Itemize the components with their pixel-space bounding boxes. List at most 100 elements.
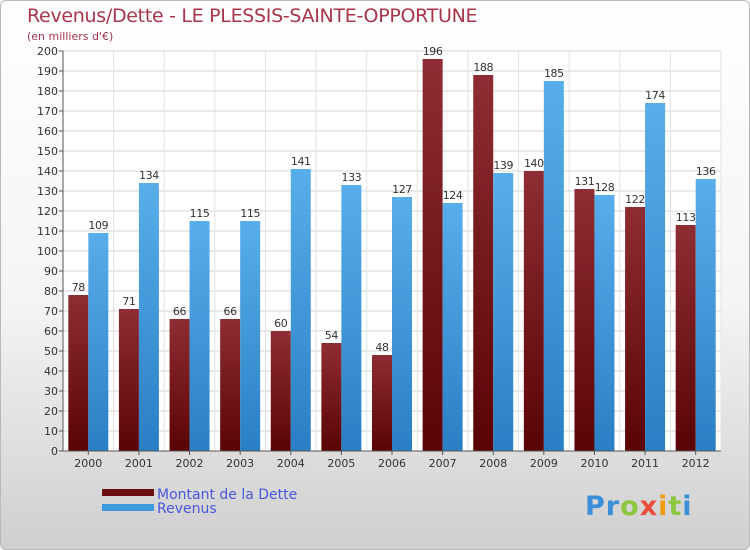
logo-letter: t bbox=[668, 491, 683, 522]
y-tick-label: 120 bbox=[37, 205, 58, 218]
bar-debt bbox=[473, 75, 494, 451]
bar-revenue bbox=[290, 169, 311, 451]
data-label-debt: 188 bbox=[473, 61, 493, 74]
y-tick-label: 90 bbox=[44, 265, 58, 278]
chart-subtitle: (en milliers d'€) bbox=[27, 30, 114, 43]
y-tick-label: 10 bbox=[44, 425, 58, 438]
data-label-debt: 66 bbox=[173, 305, 187, 318]
legend-label-debt: Montant de la Dette bbox=[157, 487, 298, 503]
x-tick-label: 2004 bbox=[277, 457, 305, 470]
y-tick-label: 70 bbox=[44, 305, 58, 318]
bar-debt bbox=[321, 343, 342, 451]
bar-revenue bbox=[543, 81, 564, 451]
y-tick-label: 140 bbox=[37, 165, 58, 178]
data-label-revenue: 141 bbox=[291, 155, 311, 168]
x-tick-label: 2006 bbox=[378, 457, 406, 470]
legend-label-revenue: Revenus bbox=[157, 501, 217, 517]
y-tick-label: 150 bbox=[37, 145, 58, 158]
legend-swatch-revenue bbox=[102, 504, 154, 511]
data-label-debt: 140 bbox=[524, 157, 544, 170]
bar-debt bbox=[625, 207, 646, 451]
proxiti-logo: Proxiti bbox=[585, 491, 693, 522]
data-label-revenue: 133 bbox=[341, 171, 361, 184]
y-tick-label: 50 bbox=[44, 345, 58, 358]
x-tick-label: 2008 bbox=[479, 457, 507, 470]
bar-revenue bbox=[594, 195, 615, 451]
bar-debt bbox=[68, 295, 89, 451]
bar-revenue bbox=[240, 221, 261, 451]
data-label-revenue: 124 bbox=[443, 189, 463, 202]
bar-debt bbox=[422, 59, 443, 451]
y-tick-label: 190 bbox=[37, 65, 58, 78]
bar-revenue bbox=[695, 179, 716, 451]
data-label-revenue: 139 bbox=[493, 159, 513, 172]
data-label-debt: 48 bbox=[375, 341, 389, 354]
logo-letter: i bbox=[658, 491, 669, 522]
bar-revenue bbox=[392, 197, 412, 451]
data-label-revenue: 109 bbox=[88, 219, 108, 232]
bar-revenue bbox=[88, 233, 109, 451]
bar-debt bbox=[270, 331, 291, 451]
data-label-revenue: 174 bbox=[645, 89, 665, 102]
data-label-debt: 66 bbox=[224, 305, 238, 318]
data-label-debt: 113 bbox=[676, 211, 696, 224]
data-label-revenue: 134 bbox=[139, 169, 159, 182]
bar-debt bbox=[372, 355, 392, 451]
bar-debt bbox=[523, 171, 544, 451]
data-label-debt: 54 bbox=[325, 329, 339, 342]
x-tick-label: 2002 bbox=[176, 457, 204, 470]
data-label-debt: 196 bbox=[423, 45, 443, 58]
bar-revenue bbox=[138, 183, 159, 451]
bar-revenue bbox=[493, 173, 514, 451]
x-tick-label: 2005 bbox=[327, 457, 355, 470]
data-labels: 78 109 71 134 66 115 66 115 60 141 54 133 48 127 196 12… bbox=[72, 45, 717, 354]
y-tick-label: 160 bbox=[37, 125, 58, 138]
data-label-revenue: 115 bbox=[190, 207, 210, 220]
data-label-debt: 78 bbox=[72, 281, 86, 294]
data-label-debt: 131 bbox=[575, 175, 595, 188]
bar-revenue bbox=[189, 221, 210, 451]
y-tick-label: 170 bbox=[37, 105, 58, 118]
x-tick-label: 2001 bbox=[125, 457, 153, 470]
y-tick-label: 40 bbox=[44, 365, 58, 378]
data-label-revenue: 127 bbox=[392, 183, 412, 196]
y-tick-label: 20 bbox=[44, 405, 58, 418]
bar-revenue bbox=[442, 203, 463, 451]
logo-letter: o bbox=[620, 491, 640, 522]
data-label-revenue: 115 bbox=[240, 207, 260, 220]
bar-debt bbox=[675, 225, 696, 451]
data-label-revenue: 128 bbox=[595, 181, 615, 194]
y-tick-label: 0 bbox=[51, 445, 58, 458]
y-tick-label: 200 bbox=[37, 45, 58, 58]
x-tick-label: 2009 bbox=[530, 457, 558, 470]
y-tick-label: 60 bbox=[44, 325, 58, 338]
x-tick-label: 2010 bbox=[580, 457, 608, 470]
y-tick-label: 80 bbox=[44, 285, 58, 298]
x-tick-label: 2011 bbox=[631, 457, 659, 470]
legend-swatch-debt bbox=[102, 489, 154, 496]
bar-debt bbox=[574, 189, 595, 451]
bar-debt bbox=[169, 319, 190, 451]
bars bbox=[68, 59, 716, 451]
x-tick-label: 2003 bbox=[226, 457, 254, 470]
logo-letter: i bbox=[682, 491, 693, 522]
logo-letter: r bbox=[605, 491, 621, 522]
x-tick-label: 2000 bbox=[74, 457, 102, 470]
y-tick-label: 180 bbox=[37, 85, 58, 98]
data-label-debt: 60 bbox=[274, 317, 288, 330]
data-label-revenue: 136 bbox=[696, 165, 716, 178]
y-tick-label: 130 bbox=[37, 185, 58, 198]
y-tick-label: 110 bbox=[37, 225, 58, 238]
logo-letter: P bbox=[585, 491, 606, 522]
x-tick-label: 2007 bbox=[429, 457, 457, 470]
logo-letter: x bbox=[639, 491, 659, 522]
data-label-revenue: 185 bbox=[544, 67, 564, 80]
x-tick-label: 2012 bbox=[682, 457, 710, 470]
data-label-debt: 71 bbox=[122, 295, 135, 308]
bar-debt bbox=[220, 319, 241, 451]
bar-debt bbox=[118, 309, 139, 451]
y-tick-label: 30 bbox=[44, 385, 58, 398]
bar-revenue bbox=[645, 103, 666, 451]
